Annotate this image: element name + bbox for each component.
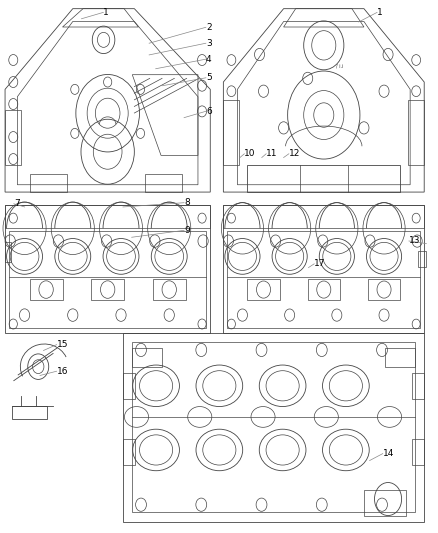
Bar bbox=[223, 205, 424, 333]
Text: 15: 15 bbox=[57, 340, 68, 349]
Bar bbox=[247, 165, 400, 192]
Bar bbox=[5, 110, 21, 165]
Bar bbox=[123, 333, 424, 522]
Bar bbox=[5, 243, 11, 262]
Bar bbox=[153, 279, 186, 300]
Bar bbox=[223, 205, 424, 228]
Text: 2: 2 bbox=[206, 23, 212, 32]
Bar bbox=[227, 231, 420, 328]
Bar bbox=[364, 490, 406, 516]
Bar bbox=[368, 279, 400, 300]
Bar bbox=[132, 348, 162, 367]
Text: 9: 9 bbox=[184, 226, 190, 235]
Text: 11: 11 bbox=[266, 149, 278, 158]
Bar bbox=[30, 174, 67, 192]
Bar bbox=[30, 279, 63, 300]
Text: 13: 13 bbox=[409, 237, 420, 246]
Bar bbox=[123, 439, 135, 465]
Bar bbox=[132, 342, 415, 512]
Bar bbox=[9, 231, 206, 328]
Bar bbox=[5, 205, 210, 228]
Text: 17: 17 bbox=[314, 260, 326, 268]
Bar bbox=[412, 439, 424, 465]
Text: 8: 8 bbox=[184, 198, 190, 207]
Bar bbox=[408, 100, 424, 165]
Bar bbox=[412, 373, 424, 399]
Text: 1: 1 bbox=[103, 8, 109, 17]
Text: 14: 14 bbox=[383, 449, 394, 458]
Text: 3: 3 bbox=[206, 39, 212, 48]
Bar bbox=[385, 348, 415, 367]
Text: / i.i: / i.i bbox=[336, 63, 343, 68]
Text: 12: 12 bbox=[289, 149, 300, 158]
Text: 7: 7 bbox=[14, 199, 20, 208]
Text: 10: 10 bbox=[244, 149, 256, 158]
Bar bbox=[123, 373, 135, 399]
Text: 5: 5 bbox=[206, 73, 212, 82]
Text: 16: 16 bbox=[57, 367, 68, 376]
Bar bbox=[223, 100, 240, 165]
Text: 4: 4 bbox=[206, 55, 212, 63]
Bar bbox=[12, 406, 47, 419]
Text: 1: 1 bbox=[377, 8, 383, 17]
Bar bbox=[308, 279, 340, 300]
Text: 6: 6 bbox=[206, 107, 212, 116]
Bar bbox=[418, 251, 426, 266]
Bar bbox=[247, 279, 279, 300]
Bar bbox=[91, 279, 124, 300]
Bar bbox=[145, 174, 181, 192]
Bar bbox=[5, 205, 210, 333]
